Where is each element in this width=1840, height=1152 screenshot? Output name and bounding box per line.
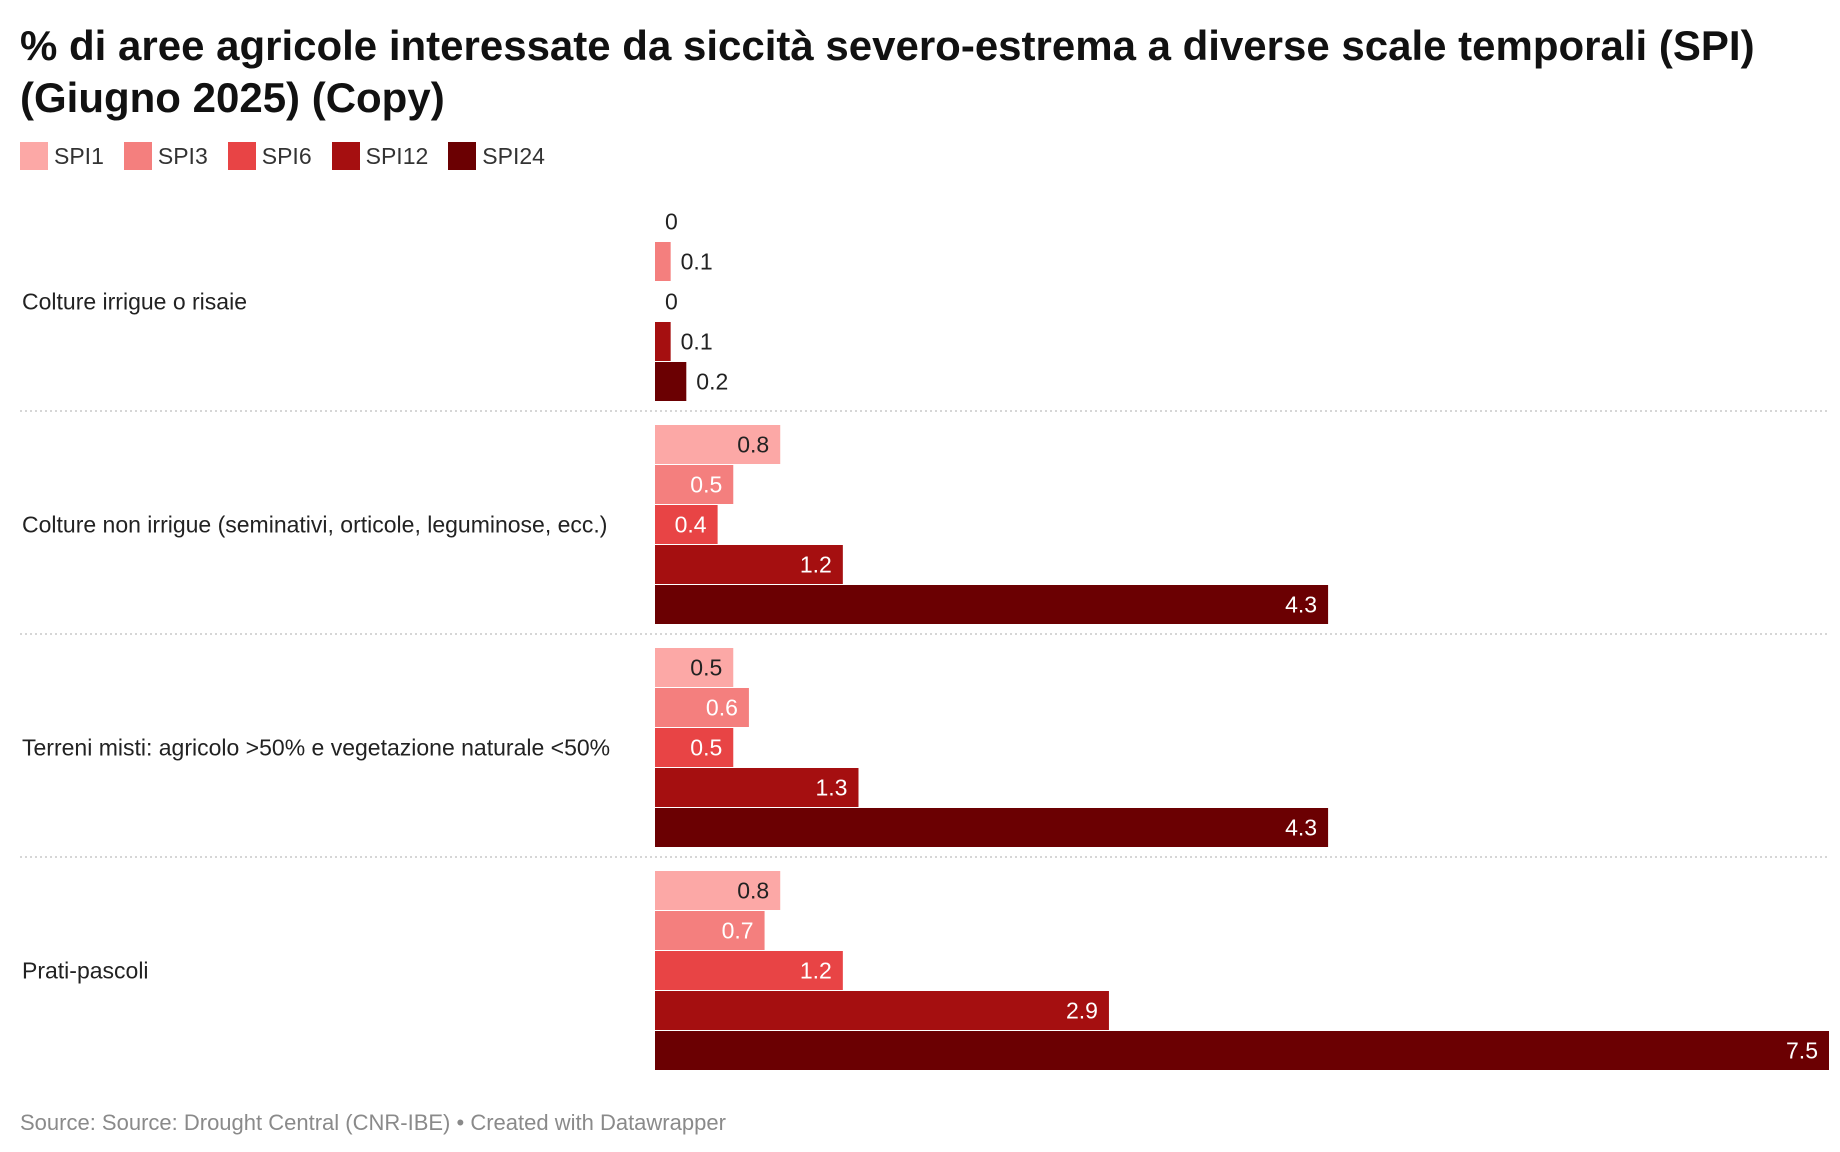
bar-spi6[interactable] (655, 728, 734, 767)
category-label: Colture irrigue o risaie (22, 289, 247, 315)
legend-label: SPI3 (157, 143, 208, 169)
legend-label: SPI12 (365, 143, 429, 169)
value-label: 0.8 (737, 432, 769, 458)
bar-spi12[interactable] (655, 768, 859, 807)
bar-spi24[interactable] (655, 808, 1329, 847)
footer: Source: Source: Drought Central (CNR-IBE… (20, 1110, 726, 1136)
legend-swatch (331, 142, 360, 170)
value-label: 7.5 (1786, 1038, 1818, 1064)
value-label: 0.4 (675, 512, 707, 538)
bar-spi6[interactable] (655, 951, 843, 990)
bar-spi12[interactable] (655, 545, 843, 584)
legend-label: SPI24 (482, 143, 545, 169)
value-label: 1.2 (800, 958, 832, 984)
value-label: 0 (665, 289, 678, 315)
bar-spi3[interactable] (655, 242, 671, 281)
value-label: 0.6 (706, 695, 738, 721)
bar-spi3[interactable] (655, 911, 765, 950)
bar-spi3[interactable] (655, 688, 749, 727)
legend-swatch (20, 142, 48, 170)
bar-spi24[interactable] (655, 1031, 1829, 1070)
legend-item-spi6: SPI6 (227, 142, 312, 170)
legend: SPI1 SPI3 SPI6 SPI12 SPI24 (20, 142, 565, 170)
bar-spi12[interactable] (655, 322, 671, 361)
value-label: 0.1 (681, 249, 713, 275)
bar-spi12[interactable] (655, 991, 1109, 1030)
value-label: 0.5 (690, 655, 722, 681)
legend-item-spi12: SPI12 (331, 142, 429, 170)
legend-item-spi3: SPI3 (123, 142, 208, 170)
value-label: 4.3 (1285, 592, 1317, 618)
value-label: 4.3 (1285, 815, 1317, 841)
category-label: Terreni misti: agricolo >50% e vegetazio… (22, 735, 610, 761)
bar-spi24[interactable] (655, 585, 1329, 624)
value-label: 0.2 (696, 369, 728, 395)
legend-item-spi1: SPI1 (20, 142, 104, 170)
legend-swatch (123, 142, 152, 170)
value-label: 1.2 (800, 552, 832, 578)
legend-swatch (448, 142, 477, 170)
value-label: 0.8 (737, 878, 769, 904)
value-label: 0.7 (722, 918, 754, 944)
value-label: 0.5 (690, 472, 722, 498)
legend-label: SPI1 (54, 143, 104, 169)
legend-label: SPI6 (261, 143, 312, 169)
value-label: 0.1 (681, 329, 713, 355)
value-label: 0 (665, 209, 678, 235)
bar-spi3[interactable] (655, 465, 734, 504)
category-label: Colture non irrigue (seminativi, orticol… (22, 512, 607, 538)
legend-swatch (227, 142, 256, 170)
created-with-link[interactable]: Created with Datawrapper (470, 1110, 726, 1135)
category-label: Prati-pascoli (22, 958, 149, 984)
bar-spi6[interactable] (655, 505, 718, 544)
bar-spi1[interactable] (655, 425, 781, 464)
source-text: Source: Source: Drought Central (CNR-IBE… (20, 1110, 451, 1135)
bar-spi1[interactable] (655, 871, 781, 910)
value-label: 0.5 (690, 735, 722, 761)
bar-spi1[interactable] (655, 648, 734, 687)
footer-separator: • (456, 1110, 465, 1135)
value-label: 2.9 (1066, 998, 1098, 1024)
legend-item-spi24: SPI24 (448, 142, 545, 170)
bar-spi24[interactable] (655, 362, 687, 401)
chart-title: % di aree agricole interessate da siccit… (20, 22, 1755, 121)
value-label: 1.3 (816, 775, 848, 801)
